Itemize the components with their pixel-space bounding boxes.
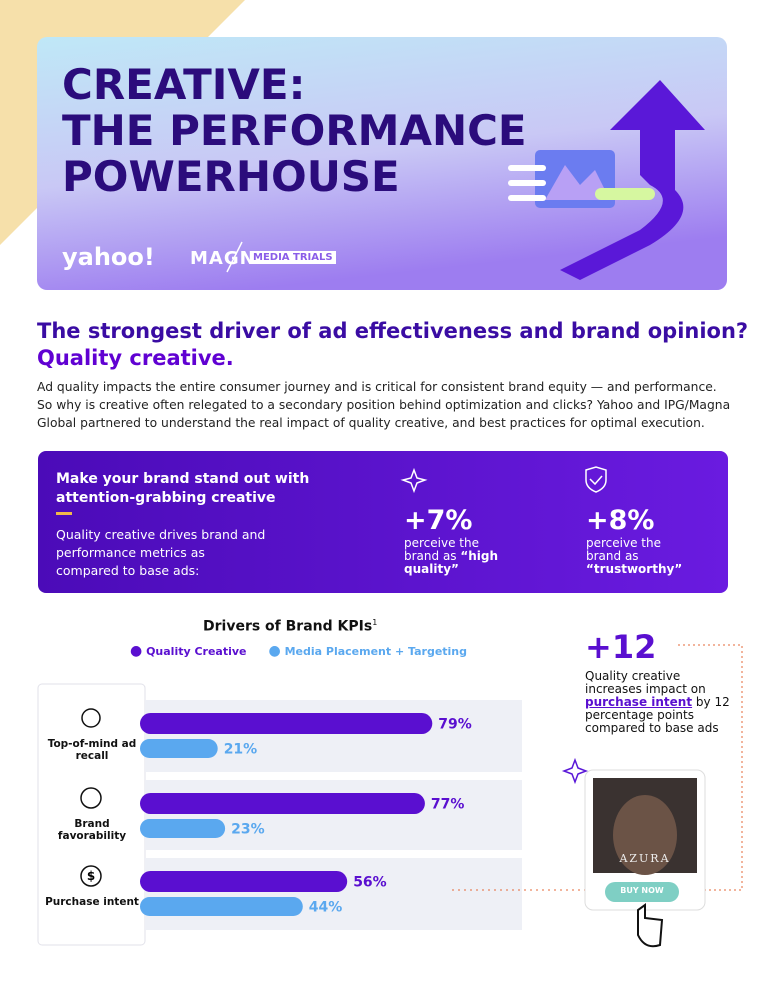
legend-entry: ● Quality Creative — [130, 643, 247, 659]
value-label: 44% — [309, 900, 343, 916]
stat: +7% perceive the brand as “high quality” — [404, 505, 544, 576]
ad-brand: AZURA — [619, 852, 671, 865]
stat-text: perceive the brand as “high quality” — [404, 537, 514, 576]
logo: MEDIA TRIALS — [250, 251, 336, 264]
chart-title: Drivers of Brand KPIs — [203, 618, 373, 635]
category-label: Brand favorability — [57, 818, 127, 842]
legend-entry: ● Media Placement + Targeting — [269, 643, 468, 659]
value-label: 56% — [353, 875, 387, 891]
stat-emphasis: “high quality” — [404, 549, 499, 576]
buy-button[interactable]: BUY NOW — [620, 886, 664, 895]
stat-value: +8% — [586, 505, 655, 536]
value-label: 23% — [231, 822, 265, 838]
chart-title: Drivers of Brand KPIs1 — [203, 618, 377, 635]
legend-dot: ● — [130, 643, 143, 659]
legend-label: Media Placement + Targeting — [284, 645, 468, 658]
highlight-text: Quality creative drives brand and perfor… — [56, 527, 266, 578]
legend-label: Quality Creative — [146, 645, 247, 658]
callout-text: Quality creative increases impact on pur… — [585, 670, 735, 735]
callout-text: by 12 percentage points compared to base… — [585, 695, 730, 735]
highlight-heading: Make your brand stand out with attention… — [56, 471, 310, 506]
stat-value: +7% — [404, 505, 473, 536]
bar — [140, 897, 303, 916]
svg-text:$: $ — [87, 869, 95, 883]
bar-chart: 79% 21% 77% 23% 56% 44% — [140, 713, 472, 916]
callout-emphasis: purchase intent — [585, 695, 693, 709]
value-label: 77% — [431, 797, 465, 813]
stat-text: perceive the brand as — [586, 536, 661, 563]
callout-value: +12 — [585, 628, 657, 666]
legend-dot: ● — [268, 643, 281, 659]
value-label: 79% — [438, 717, 472, 733]
callout-text: Quality creative increases impact on — [585, 669, 706, 696]
bar — [140, 819, 226, 838]
bar — [140, 713, 433, 734]
stat: +8% perceive the brand as “trustworthy” — [586, 505, 726, 576]
title: CREATIVE: THE PERFORMANCE POWERHOUSE — [62, 62, 527, 200]
logo: MAGNA — [190, 248, 271, 269]
category-label: Top-of-mind ad recall — [47, 738, 137, 762]
headline: The strongest driver of ad effectiveness… — [37, 318, 748, 372]
footnote-mark: 1 — [372, 618, 378, 627]
legend: ● Quality Creative ● Media Placement + T… — [130, 643, 467, 659]
logo: yahoo! — [62, 243, 155, 271]
headline-line: Quality creative. — [37, 346, 234, 370]
title-line: POWERHOUSE — [62, 152, 400, 201]
stat-text: perceive the brand as “trustworthy” — [586, 537, 696, 576]
title-line: THE PERFORMANCE — [62, 106, 527, 155]
category-label: Purchase intent — [45, 896, 139, 908]
headline-line: The strongest driver of ad effectiveness… — [37, 319, 749, 343]
intro: Ad quality impacts the entire consumer j… — [37, 380, 731, 430]
bar — [140, 793, 425, 814]
bar — [140, 739, 218, 758]
title-line: CREATIVE: — [62, 60, 306, 109]
stat-emphasis: “trustworthy” — [586, 562, 683, 576]
bar — [140, 871, 348, 892]
stat-text: perceive the brand as — [404, 536, 479, 563]
value-label: 21% — [224, 742, 258, 758]
